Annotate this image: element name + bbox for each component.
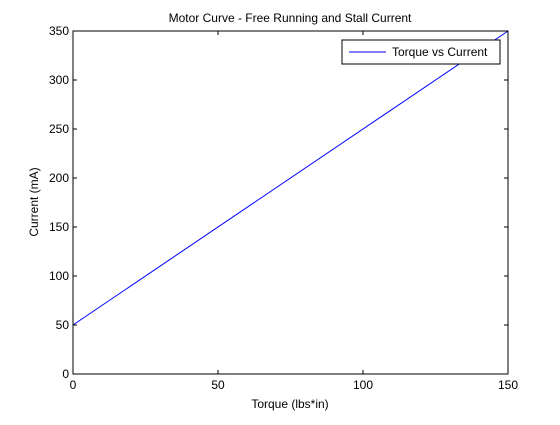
y-axis-label: Current (mA) (27, 167, 41, 236)
series-line-0 (72, 30, 509, 326)
x-tick-label: 100 (353, 378, 373, 392)
x-tick-label: 50 (211, 378, 225, 392)
y-tick-label: 350 (49, 24, 69, 38)
y-tick-label: 100 (49, 269, 69, 283)
y-tick-label: 300 (49, 73, 69, 87)
y-tick-label: 200 (49, 171, 69, 185)
x-axis-label: Torque (lbs*in) (251, 397, 328, 411)
y-tick-label: 250 (49, 122, 69, 136)
axes-frame (72, 30, 509, 375)
x-axis-ticks: 0 50 100 150 (70, 31, 518, 392)
y-axis-ticks: 0 50 100 150 200 250 300 350 (49, 24, 508, 381)
plot-area (73, 31, 508, 374)
y-tick-label: 150 (49, 220, 69, 234)
legend: Torque vs Current (341, 39, 501, 65)
chart-title: Motor Curve - Free Running and Stall Cur… (169, 11, 412, 25)
y-tick-label: 0 (62, 367, 69, 381)
series-layer (72, 30, 509, 326)
x-tick-label: 150 (498, 378, 518, 392)
legend-entry-label: Torque vs Current (392, 45, 488, 59)
x-tick-label: 0 (70, 378, 77, 392)
y-tick-label: 50 (56, 318, 70, 332)
legend-box (341, 39, 501, 65)
